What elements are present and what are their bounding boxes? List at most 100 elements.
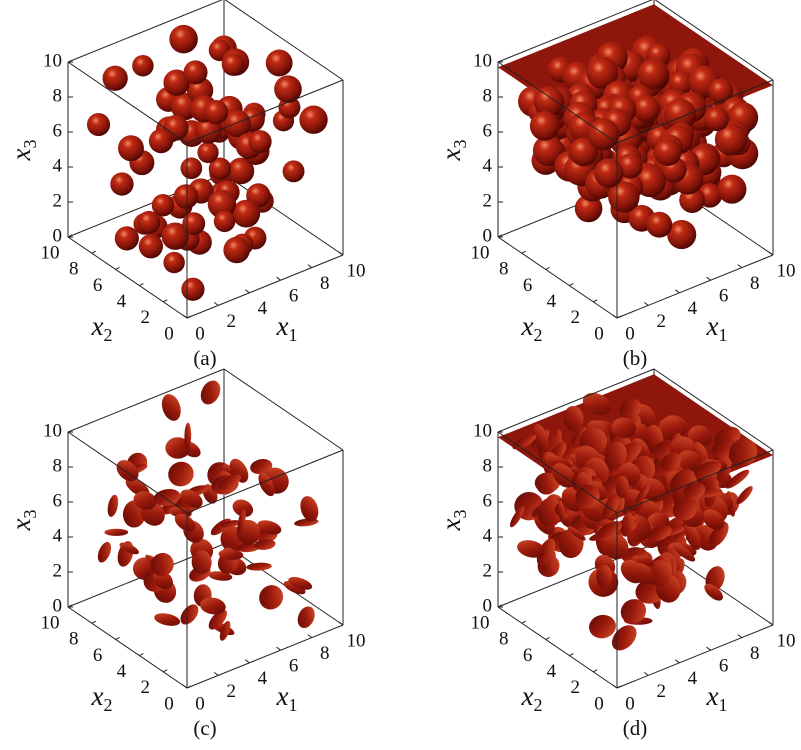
- axis-subscript: 2: [533, 695, 542, 715]
- x3-axis-label: x3: [436, 510, 470, 532]
- x3-tick-label: 4: [53, 525, 63, 546]
- tick-mark: [546, 267, 550, 269]
- x3-axis-label: x3: [6, 140, 40, 162]
- x1-axis-label: x1: [276, 681, 298, 715]
- axis-symbol: x: [91, 681, 104, 711]
- tick-mark: [522, 621, 526, 623]
- particle: [163, 252, 184, 273]
- x3-tick-label: 2: [53, 190, 63, 211]
- axis-subscript: 2: [533, 325, 542, 345]
- particle: [197, 377, 224, 407]
- tick-mark: [738, 635, 742, 638]
- panel: 024681002468100246810x3x2x1(c): [6, 369, 366, 740]
- x3-tick-label: 8: [483, 85, 493, 106]
- x1-tick-label: 10: [777, 630, 796, 651]
- x2-axis-label: x2: [521, 681, 543, 715]
- axis-subscript: 3: [20, 140, 40, 149]
- x3-tick-label: 4: [483, 155, 493, 176]
- x1-tick-label: 8: [320, 643, 330, 664]
- tick-mark: [675, 660, 679, 663]
- axis-subscript: 1: [288, 325, 297, 345]
- tick-mark: [183, 315, 187, 318]
- axis-symbol: x: [276, 681, 289, 711]
- particle: [654, 139, 681, 166]
- tick-mark: [569, 654, 573, 656]
- tick-mark: [139, 654, 143, 656]
- x1-tick-label: 4: [258, 668, 268, 689]
- particle: [197, 142, 218, 163]
- x1-axis-label: x1: [276, 311, 298, 345]
- x3-tick-label: 6: [483, 490, 493, 511]
- particle: [283, 160, 305, 182]
- tick-mark: [163, 670, 167, 672]
- axis-subscript: 3: [450, 510, 470, 519]
- x3-tick-label: 8: [53, 85, 63, 106]
- tick-mark: [339, 252, 343, 255]
- particle: [87, 113, 110, 136]
- particle: [132, 55, 153, 76]
- x2-tick-label: 8: [69, 259, 79, 280]
- x2-tick-label: 6: [93, 275, 103, 296]
- x1-tick-label: 6: [289, 656, 299, 677]
- particle: [169, 25, 198, 54]
- panel-label: (a): [193, 346, 216, 370]
- x2-tick-label: 4: [117, 291, 127, 312]
- tick-mark: [214, 672, 218, 675]
- x3-tick-label: 2: [53, 560, 63, 581]
- tick-mark: [593, 300, 597, 302]
- axis-symbol: x: [6, 148, 36, 161]
- axis-symbol: x: [6, 518, 36, 531]
- particle: [249, 130, 272, 153]
- cube-edge: [498, 237, 617, 318]
- x1-tick-label: 0: [195, 323, 205, 344]
- particle: [530, 111, 560, 141]
- tick-mark: [277, 647, 281, 650]
- x1-axis-label: x1: [706, 681, 728, 715]
- x1-tick-label: 10: [347, 260, 366, 281]
- x1-tick-label: 0: [195, 693, 205, 714]
- tick-mark: [277, 277, 281, 280]
- tick-mark: [613, 685, 617, 688]
- axis-symbol: x: [436, 148, 466, 161]
- x2-tick-label: 4: [547, 291, 557, 312]
- particle: [183, 60, 207, 84]
- x2-tick-label: 10: [471, 612, 490, 633]
- panel-label: (b): [623, 346, 648, 370]
- particle: [295, 604, 318, 631]
- x2-tick-label: 10: [41, 242, 60, 263]
- x3-axis-label: x3: [436, 140, 470, 162]
- cube-edge: [68, 369, 224, 432]
- x1-tick-label: 4: [688, 668, 698, 689]
- axis-symbol: x: [706, 311, 719, 341]
- x1-tick-label: 8: [320, 273, 330, 294]
- cube-edge: [224, 369, 343, 450]
- particle: [587, 613, 618, 641]
- particle: [95, 540, 114, 564]
- particle: [299, 106, 327, 134]
- x2-tick-label: 2: [140, 307, 150, 328]
- x3-tick-label: 2: [483, 190, 493, 211]
- x3-tick-label: 6: [53, 120, 63, 141]
- particle: [734, 484, 755, 507]
- particle: [115, 226, 139, 250]
- axis-symbol: x: [706, 681, 719, 711]
- tick-mark: [738, 265, 742, 268]
- x2-axis-label: x2: [521, 311, 543, 345]
- x1-tick-label: 6: [289, 286, 299, 307]
- x2-tick-label: 2: [570, 307, 580, 328]
- x1-tick-label: 6: [719, 286, 729, 307]
- tick-mark: [308, 265, 312, 268]
- particle: [214, 210, 236, 232]
- axis-symbol: x: [436, 518, 466, 531]
- x2-tick-label: 4: [547, 661, 557, 682]
- particle: [222, 53, 245, 76]
- tick-mark: [214, 302, 218, 305]
- tick-mark: [522, 251, 526, 253]
- x1-tick-label: 6: [719, 656, 729, 677]
- particle: [110, 172, 133, 195]
- x1-tick-label: 10: [777, 260, 796, 281]
- particle: [106, 494, 120, 518]
- x2-axis-label: x2: [91, 681, 113, 715]
- x3-axis-label: x3: [6, 510, 40, 532]
- x1-tick-label: 8: [750, 273, 760, 294]
